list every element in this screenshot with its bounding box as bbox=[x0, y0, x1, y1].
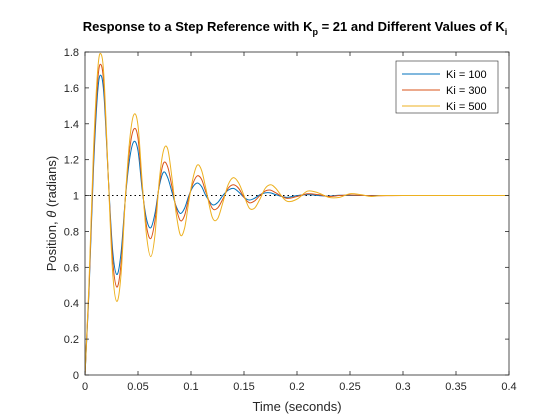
y-axis-label-prefix: Position, bbox=[44, 218, 59, 271]
legend-label-1: Ki = 100 bbox=[446, 69, 487, 81]
y-tick-label: 1.4 bbox=[64, 119, 79, 131]
y-tick-label: 1.8 bbox=[64, 47, 79, 59]
chart-title-kp-subscript: p bbox=[312, 27, 318, 37]
series-line-2 bbox=[85, 63, 509, 375]
legend-label-2: Ki = 300 bbox=[446, 85, 487, 97]
y-tick-label: 0 bbox=[73, 370, 79, 382]
y-tick-label: 1.2 bbox=[64, 155, 79, 167]
x-tick-label: 0.4 bbox=[501, 381, 516, 393]
chart-title-part-1: Response to a Step Reference with K bbox=[83, 19, 313, 34]
y-axis-label: Position, θ (radians) bbox=[44, 156, 59, 271]
chart-title-ki-subscript: i bbox=[505, 27, 508, 37]
x-tick-label: 0.25 bbox=[339, 381, 360, 393]
chart-title: Response to a Step Reference with Kp = 2… bbox=[83, 19, 508, 37]
x-tick-label: 0.15 bbox=[233, 381, 254, 393]
legend-label-3: Ki = 500 bbox=[446, 101, 487, 113]
x-tick-label: 0 bbox=[82, 381, 88, 393]
chart-title-part-2: = 21 and Different Values of K bbox=[318, 19, 505, 34]
x-tick-label: 0.3 bbox=[395, 381, 410, 393]
y-tick-label: 0.2 bbox=[64, 334, 79, 346]
y-axis: 0 0.2 0.4 0.6 0.8 1 1.2 1.4 1.6 1.8 bbox=[64, 47, 509, 382]
series-layer bbox=[85, 52, 509, 375]
x-axis-label: Time (seconds) bbox=[252, 399, 341, 414]
legend-box bbox=[395, 60, 499, 114]
y-tick-label: 0.6 bbox=[64, 262, 79, 274]
x-tick-label: 0.35 bbox=[445, 381, 466, 393]
y-axis-label-theta: θ bbox=[44, 211, 59, 218]
legend: Ki = 100 Ki = 300 Ki = 500 bbox=[395, 60, 499, 114]
x-tick-label: 0.2 bbox=[289, 381, 304, 393]
y-tick-label: 1 bbox=[73, 191, 79, 203]
y-tick-label: 0.4 bbox=[64, 298, 79, 310]
y-axis-label-suffix: (radians) bbox=[44, 156, 59, 211]
x-axis: 0 0.05 0.1 0.15 0.2 0.25 0.3 0.35 0.4 bbox=[82, 52, 517, 393]
y-tick-label: 0.8 bbox=[64, 226, 79, 238]
x-tick-label: 0.05 bbox=[127, 381, 148, 393]
series-line-3 bbox=[85, 52, 509, 375]
y-tick-label: 1.6 bbox=[64, 83, 79, 95]
series-line-1 bbox=[85, 74, 509, 375]
x-tick-label: 0.1 bbox=[183, 381, 198, 393]
